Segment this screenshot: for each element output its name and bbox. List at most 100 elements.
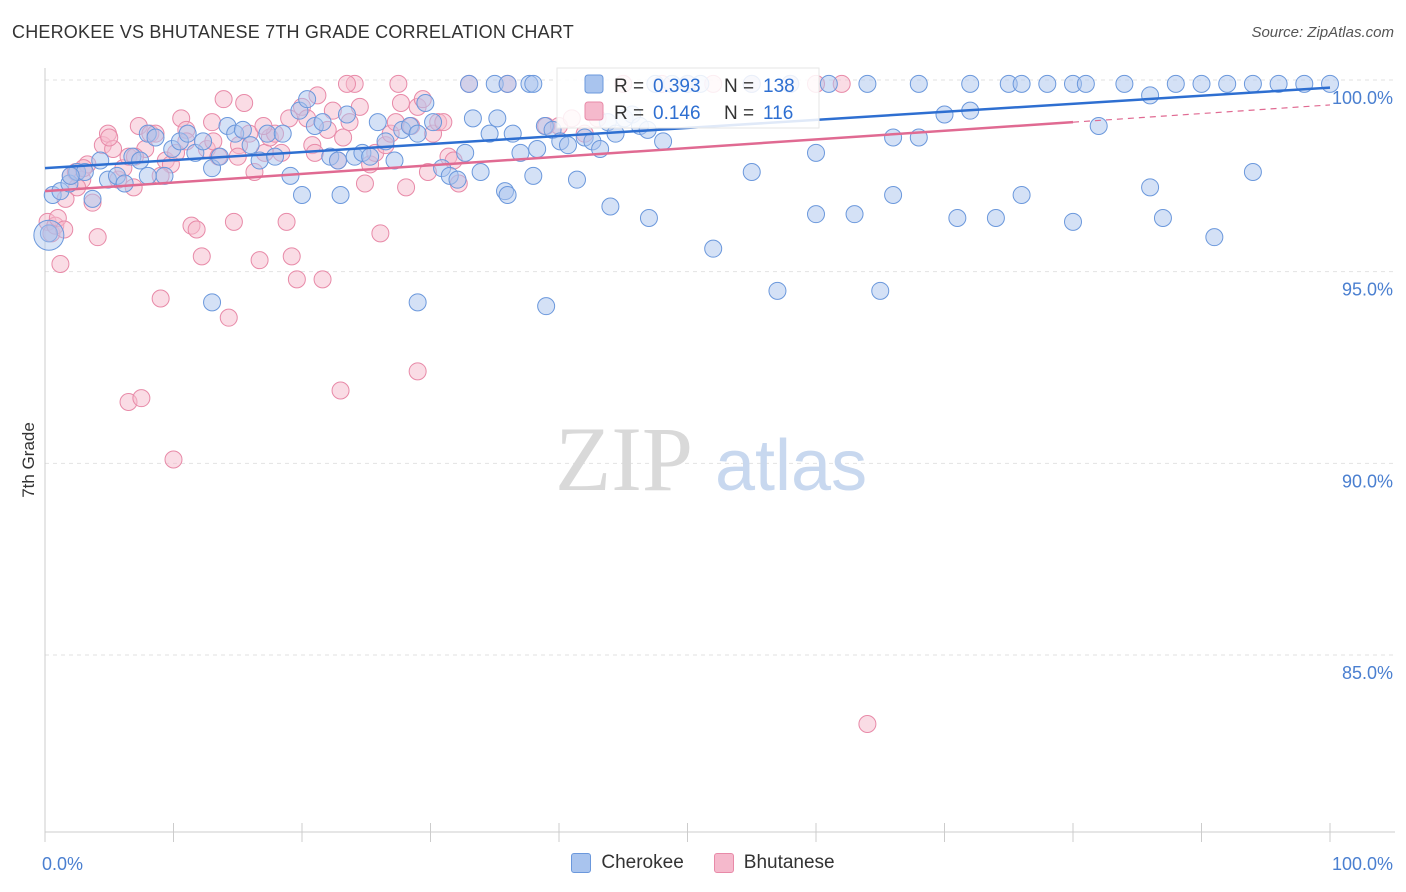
bhutanese-point <box>277 212 296 231</box>
cherokee-point <box>639 209 658 227</box>
cherokee-point <box>935 105 954 124</box>
legend-bhutanese-n-label: N = <box>724 103 754 124</box>
cherokee-point <box>115 174 134 193</box>
cherokee-point <box>961 74 980 93</box>
cherokee-point <box>61 166 80 185</box>
cherokee-point <box>1243 163 1262 181</box>
bhutanese-point <box>389 74 408 93</box>
cherokee-point <box>1064 212 1082 231</box>
cherokee-point <box>704 239 723 258</box>
legend-cherokee-r-label: R = <box>614 76 644 97</box>
cherokee-point <box>408 293 427 312</box>
watermark-zip: ZIP <box>555 408 693 510</box>
cherokee-point <box>463 109 482 128</box>
watermark-atlas: atlas <box>715 426 867 506</box>
cherokee-point <box>91 151 110 170</box>
cherokee-points <box>33 74 1339 316</box>
cherokee-point <box>498 186 517 204</box>
bhutanese-swatch <box>713 853 734 873</box>
cherokee-point <box>807 143 825 162</box>
bhutanese-point <box>192 247 211 266</box>
legend-cherokee-n-value: 138 <box>763 76 795 97</box>
cherokee-point <box>471 163 490 181</box>
cherokee-point <box>537 297 556 316</box>
legend-label-cherokee: Cherokee <box>601 852 684 873</box>
legend-label-bhutanese: Bhutanese <box>743 852 835 873</box>
cherokee-point <box>33 219 65 251</box>
cherokee-point <box>1012 186 1031 204</box>
cherokee-point <box>203 293 222 312</box>
cherokee-point <box>884 128 903 147</box>
cherokee-point <box>385 151 404 170</box>
y-axis-label: 7th Grade <box>19 422 38 498</box>
cherokee-point <box>488 109 507 128</box>
chart-title: CHEROKEE VS BHUTANESE 7TH GRADE CORRELAT… <box>12 22 574 42</box>
source-label: Source: ZipAtlas.com <box>1251 24 1394 41</box>
legend-item-cherokee[interactable]: Cherokee <box>571 852 684 874</box>
x-tick-labels: 0.0% 100.0% <box>42 854 1393 874</box>
bhutanese-point <box>187 220 206 239</box>
y-tick-labels: 100.0% 95.0% 90.0% 85.0% <box>1332 88 1393 683</box>
bhutanese-point <box>214 90 233 109</box>
cherokee-point <box>298 90 317 109</box>
bhutanese-point <box>397 178 416 197</box>
bhutanese-point <box>132 389 151 408</box>
bhutanese-point <box>151 289 170 308</box>
cherokee-point <box>408 124 427 143</box>
cherokee-point <box>1153 209 1172 227</box>
y-tick-label: 85.0% <box>1342 663 1393 683</box>
cherokee-point <box>845 205 864 224</box>
legend-bhutanese-r-value: 0.146 <box>653 103 701 124</box>
cherokee-point <box>293 186 311 204</box>
cherokee-point <box>1115 74 1134 93</box>
cherokee-point <box>524 166 543 185</box>
y-tick-label: 100.0% <box>1332 88 1393 108</box>
bhutanese-point <box>313 270 332 289</box>
x-tick-label-min: 0.0% <box>42 854 83 874</box>
stats-legend: R = 0.393 N = 138 R = 0.146 N = 116 <box>556 67 820 129</box>
bhutanese-trend-line <box>44 120 1074 193</box>
legend-item-bhutanese[interactable]: Bhutanese <box>713 852 835 874</box>
bhutanese-point <box>51 255 70 273</box>
cherokee-point <box>194 132 213 151</box>
cherokee-point <box>233 120 252 139</box>
cherokee-point <box>1038 74 1057 93</box>
cherokee-point <box>368 113 387 132</box>
bhutanese-point <box>219 308 238 327</box>
cherokee-point <box>742 163 761 181</box>
cherokee-point <box>1269 74 1288 93</box>
cherokee-point <box>39 224 58 243</box>
cherokee-point <box>528 140 547 158</box>
bhutanese-point <box>224 212 243 231</box>
cherokee-point <box>138 166 157 185</box>
legend-cherokee-n-label: N = <box>724 76 754 97</box>
cherokee-point <box>1141 86 1160 105</box>
gridlines <box>45 79 1395 656</box>
cherokee-point <box>1205 228 1224 247</box>
legend-bhutanese-n-value: 116 <box>763 103 793 124</box>
cherokee-point <box>448 170 467 189</box>
cherokee-point <box>266 147 285 166</box>
cherokee-point <box>498 74 517 93</box>
cherokee-point <box>258 124 277 143</box>
cherokee-point <box>524 74 543 93</box>
cherokee-point <box>83 189 102 208</box>
bhutanese-point <box>331 381 350 400</box>
cherokee-point <box>884 186 903 204</box>
cherokee-point <box>909 74 928 93</box>
cherokee-point <box>361 147 380 166</box>
cherokee-point <box>1089 117 1108 135</box>
legend-bhutanese-r-label: R = <box>614 103 644 124</box>
cherokee-point <box>313 113 332 132</box>
bhutanese-point <box>371 224 390 243</box>
bhutanese-point <box>391 94 410 112</box>
bhutanese-point <box>203 113 222 132</box>
cherokee-point <box>1243 74 1262 93</box>
series-legend: Cherokee Bhutanese <box>0 852 1406 874</box>
cherokee-point <box>456 143 475 162</box>
bhutanese-point <box>164 450 183 469</box>
bhutanese-point <box>88 228 107 247</box>
cherokee-point <box>131 151 150 170</box>
x-tick-label-max: 100.0% <box>1332 854 1393 874</box>
cherokee-point <box>1166 74 1185 93</box>
